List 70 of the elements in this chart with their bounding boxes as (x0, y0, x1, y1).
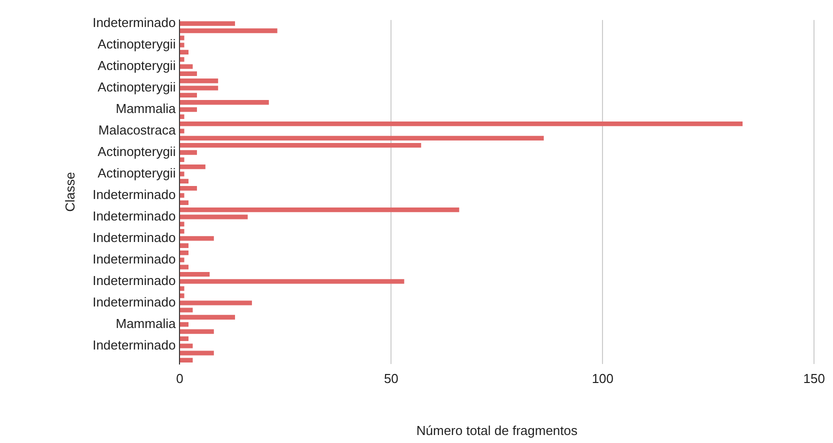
bar (180, 236, 214, 241)
bar (180, 329, 214, 334)
bar (180, 172, 184, 176)
y-tick-label: Indeterminado (92, 230, 176, 246)
bar (180, 193, 184, 198)
bar (180, 64, 193, 69)
y-tick-label: Actinopterygii (98, 80, 176, 95)
bar (180, 308, 193, 312)
bar (180, 21, 236, 26)
bar (180, 164, 206, 170)
bar (180, 186, 197, 191)
bar (180, 78, 218, 84)
bar (180, 222, 184, 226)
bar (180, 272, 210, 277)
bar (180, 344, 193, 348)
bar (180, 128, 184, 134)
y-tick-label: Mammalia (116, 101, 176, 116)
y-tick-label: Indeterminado (92, 252, 176, 267)
y-tick-label: Mammalia (116, 316, 176, 331)
y-tick-label: Actinopterygii (98, 36, 176, 52)
bar (180, 107, 197, 112)
y-tick-label: Actinopterygii (98, 144, 176, 160)
bar (180, 286, 184, 291)
y-tick-label: Indeterminado (92, 187, 176, 202)
bar (180, 122, 743, 126)
bar (180, 92, 197, 98)
y-tick-label: Actinopterygii (98, 58, 176, 74)
bar (180, 150, 197, 155)
y-tick-label: Actinopterygii (98, 166, 176, 181)
bar (180, 36, 184, 40)
bar (180, 57, 184, 62)
bar (180, 228, 184, 234)
bar (180, 86, 218, 90)
y-tick-label: Indeterminado (92, 337, 176, 352)
bar (180, 243, 188, 248)
x-tick-label: 50 (384, 371, 398, 386)
x-tick-label: 0 (176, 371, 184, 386)
bar (180, 136, 544, 141)
bar (180, 350, 214, 356)
bar (180, 279, 404, 284)
bar (180, 314, 236, 320)
y-axis-title: Classe (62, 172, 78, 212)
bar (180, 358, 193, 363)
bar (180, 300, 252, 306)
y-tick-label: Indeterminado (92, 208, 176, 224)
bar (180, 200, 188, 205)
bar (180, 28, 278, 34)
bar (180, 336, 188, 342)
x-axis-title: Número total de fragmentos (416, 422, 578, 438)
x-tick-label: 150 (803, 371, 826, 386)
bar (180, 100, 269, 105)
bar (180, 293, 184, 298)
bar (180, 71, 197, 76)
x-tick-label: 100 (592, 371, 614, 386)
bar (180, 114, 184, 120)
bar (180, 157, 184, 162)
bar (180, 42, 184, 48)
bar (180, 214, 248, 220)
bar (180, 258, 184, 262)
bar (180, 143, 422, 148)
bar (180, 207, 460, 212)
bar (180, 178, 188, 184)
bar (180, 250, 188, 256)
bar (180, 264, 188, 270)
y-tick-label: Indeterminado (92, 273, 176, 288)
y-tick-label: Indeterminado (92, 15, 176, 30)
bar (180, 50, 188, 55)
y-tick-label: Malacostraca (98, 122, 176, 138)
bar (180, 322, 188, 327)
y-tick-label: Indeterminado (92, 294, 176, 310)
